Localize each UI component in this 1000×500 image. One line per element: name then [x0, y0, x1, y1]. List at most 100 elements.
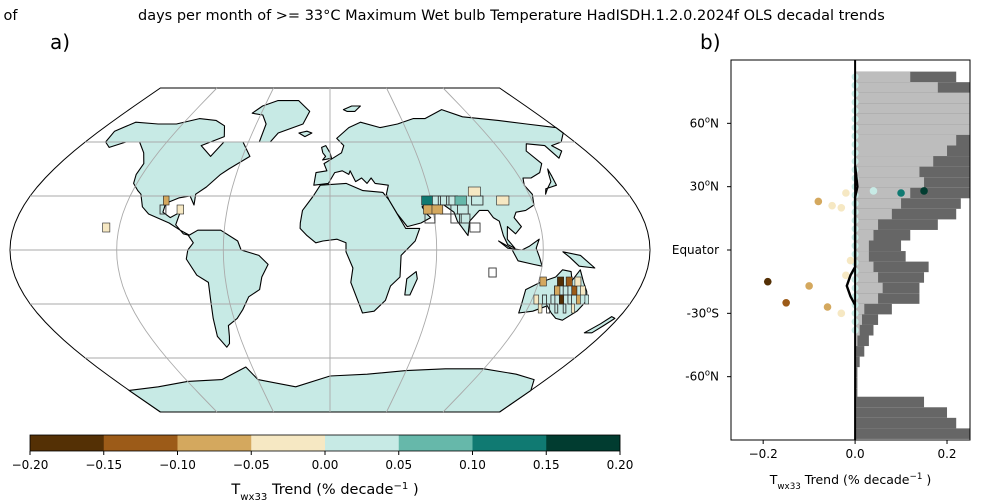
trend-cell: [580, 285, 586, 296]
zero-trend-point: [851, 225, 859, 233]
chart-title: e of days per month of >= 33°C Maximum W…: [0, 8, 1000, 28]
trend-cell: [537, 303, 543, 314]
trend-point: [828, 201, 836, 210]
coverage-bar-land: [855, 346, 857, 357]
coverage-bar-grid: [855, 335, 869, 347]
hatched-box: [558, 294, 564, 305]
trend-cell: [574, 276, 582, 287]
colorbar-tick-label: −0.15: [85, 458, 122, 472]
coverage-bar-grid: [855, 71, 957, 83]
hatched-box: [488, 267, 497, 278]
continent-new-zealand: [583, 316, 616, 334]
continent-south-america: [185, 229, 269, 348]
trend-point: [805, 282, 813, 290]
coverage-bar-grid: [855, 396, 925, 408]
colorbar-tick-label: 0.10: [459, 458, 486, 472]
coverage-bar-grid: [855, 303, 892, 315]
coverage-bar-land: [855, 240, 869, 252]
coverage-bar-grid: [855, 367, 858, 378]
zero-trend-point: [851, 81, 859, 89]
hatched-box: [554, 303, 559, 314]
trend-point: [823, 303, 832, 311]
coverage-bar-land: [855, 82, 938, 93]
x-axis-label: Twx33 Trend (% decade−1 ): [769, 472, 932, 492]
zonal-mean-line: [845, 165, 859, 306]
coverage-bar-land: [855, 124, 970, 135]
zero-trend-point: [851, 132, 859, 140]
zero-trend-point: [851, 292, 859, 300]
coverage-bar-grid: [855, 293, 920, 304]
coverage-bar-land: [855, 103, 970, 114]
trend-cell: [539, 276, 547, 287]
hatched-box: [459, 213, 471, 224]
continent-iceland: [298, 130, 313, 138]
hatched-box: [571, 285, 577, 296]
colorbar-tick-label: −0.20: [12, 458, 49, 472]
trend-cell: [559, 294, 565, 305]
zero-trend-point: [851, 242, 859, 250]
x-tick-label: 0.2: [937, 447, 956, 461]
hatched-box: [437, 195, 450, 206]
coverage-bar-grid: [855, 134, 970, 146]
trend-point: [814, 197, 823, 206]
trend-point: [842, 271, 850, 280]
coverage-bar-land: [855, 272, 879, 283]
coverage-bar-grid: [855, 417, 957, 429]
zero-trend-point: [851, 115, 859, 123]
coverage-bar-grid: [855, 324, 874, 336]
meridian: [116, 87, 218, 413]
zero-trend-point: [851, 166, 859, 174]
coverage-bar-grid: [855, 187, 970, 199]
map-graticule: [10, 87, 650, 413]
trend-cell: [533, 294, 540, 305]
trend-cell: [565, 276, 573, 287]
continent-greenland: [251, 100, 311, 143]
zero-trend-point: [851, 90, 859, 98]
hatched-box: [562, 303, 567, 314]
continent-antarctica: [128, 366, 535, 413]
coverage-bar-land: [855, 229, 874, 241]
zero-trend-point: [851, 191, 859, 199]
coverage-bar-land: [855, 303, 865, 315]
trend-cell: [176, 204, 184, 215]
zero-trend-point: [851, 233, 859, 241]
coverage-bar-grid: [855, 92, 970, 104]
coverage-bar-land: [855, 293, 879, 304]
coverage-bar-grid: [855, 103, 970, 114]
colorbar-segment: [398, 435, 473, 451]
trend-point: [837, 203, 846, 212]
coverage-bar-grid: [855, 377, 858, 389]
zero-trend-point: [851, 107, 859, 115]
zero-trend-point: [851, 183, 859, 191]
coverage-bar-grid: [855, 219, 938, 230]
coverage-bar-land: [855, 156, 934, 167]
coverage-bar-land: [855, 134, 957, 146]
coverage-bar-grid: [855, 272, 925, 283]
coverage-bar-grid: [855, 113, 970, 125]
coverage-bar-grid: [855, 356, 860, 368]
continent-great-britain: [321, 145, 333, 161]
coverage-bar-land: [855, 282, 883, 294]
coverage-bar-land: [855, 187, 911, 199]
continent-africa: [299, 182, 421, 314]
coverage-bar-land: [855, 208, 892, 220]
coverage-bar-land: [855, 198, 902, 209]
trend-point: [782, 298, 790, 307]
zero-trend-point: [851, 124, 859, 132]
hatched-box: [471, 195, 484, 206]
trend-point: [837, 309, 846, 318]
coverage-bar-grid: [855, 388, 858, 399]
coverage-bar-land: [855, 92, 970, 104]
coverage-bar-grid: [855, 124, 970, 135]
zero-trend-point: [851, 140, 859, 148]
coverage-bar-grid: [855, 156, 970, 167]
trend-point: [846, 256, 855, 265]
hatched-box: [554, 285, 560, 296]
map-outline: [9, 87, 651, 413]
y-tick-label: -30oS: [687, 304, 719, 320]
trend-cell: [557, 276, 564, 287]
x-tick-label: 0.0: [846, 447, 865, 461]
